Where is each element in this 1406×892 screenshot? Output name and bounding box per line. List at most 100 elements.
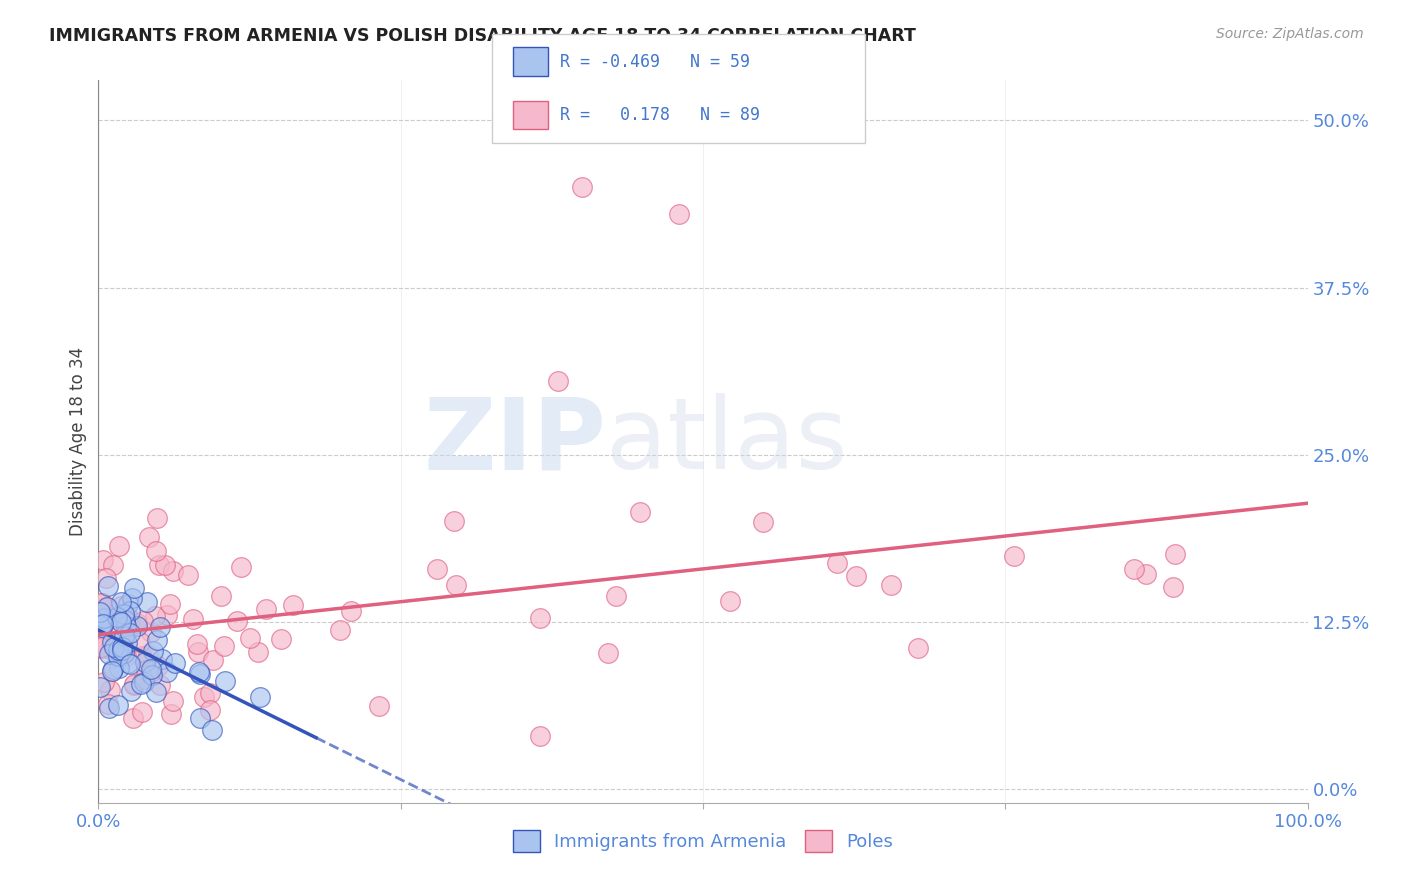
Point [129,677,152,691]
Text: atlas: atlas [606,393,848,490]
Point [162,694,184,708]
Point [96,599,118,614]
Point [132,675,155,690]
Point [596,646,619,660]
Point [156,665,179,679]
Point [103,558,125,572]
Point [90,620,112,634]
Point [131,649,153,664]
Point [97,698,120,712]
Point [138,648,160,663]
Point [181,612,204,626]
Point [107,698,129,712]
Point [160,706,183,721]
Point [107,648,129,663]
Point [107,611,129,625]
Point [120,684,142,698]
Point [132,672,155,686]
Point [91,553,114,567]
Point [1161,580,1184,594]
Point [145,510,167,524]
Point [198,686,221,700]
Point [201,723,224,737]
Point [134,655,156,669]
Point [209,589,232,603]
Point [118,616,141,631]
Point [122,677,145,691]
Point [96,599,118,614]
Point [112,646,135,660]
Point [329,624,352,638]
Point [186,637,208,651]
Point [188,711,211,725]
Point [129,635,152,649]
Point [139,662,162,676]
Point [100,635,122,649]
Point [845,569,868,583]
Point [1004,549,1026,564]
Point [270,632,292,646]
Point [127,615,149,630]
Point [165,656,187,670]
Point [105,635,128,649]
Point [117,597,139,611]
Point [110,615,132,629]
Point [96,571,118,585]
Point [444,578,467,592]
Point [110,599,132,613]
Point [571,180,593,194]
Point [156,607,179,622]
Point [139,625,162,640]
Point [111,640,134,654]
Point [628,505,651,519]
Point [547,375,569,389]
Point [93,611,115,625]
Point [340,604,363,618]
Point [281,598,304,612]
Point [105,609,128,624]
Point [249,690,271,704]
Point [124,581,146,595]
Point [138,529,160,543]
Point [91,596,114,610]
Point [118,615,141,630]
Point [111,643,134,657]
Point [605,589,627,603]
Point [101,665,124,679]
Point [1123,561,1146,575]
Point [443,514,465,528]
Point [122,678,145,692]
Point [115,648,138,663]
Point [108,626,131,640]
Point [93,635,115,649]
Point [187,665,209,679]
Point [141,664,163,678]
Point [368,698,391,713]
Point [90,612,112,626]
Point [121,591,143,605]
Point [97,579,120,593]
Point [907,641,929,656]
Legend: Immigrants from Armenia, Poles: Immigrants from Armenia, Poles [506,822,900,859]
Point [529,729,551,743]
Text: ZIP: ZIP [423,393,606,490]
Point [239,631,262,645]
Point [98,642,121,657]
Point [149,678,172,692]
Point [668,207,690,221]
Point [118,626,141,640]
Point [187,645,209,659]
Point [718,594,741,608]
Point [114,613,136,627]
Point [118,657,141,672]
Point [90,640,112,654]
Point [108,539,131,553]
Point [142,644,165,658]
Text: IMMIGRANTS FROM ARMENIA VS POLISH DISABILITY AGE 18 TO 34 CORRELATION CHART: IMMIGRANTS FROM ARMENIA VS POLISH DISABI… [49,27,917,45]
Point [118,604,141,618]
Text: Source: ZipAtlas.com: Source: ZipAtlas.com [1216,27,1364,41]
Point [155,558,177,573]
Point [101,665,124,679]
Point [162,564,184,578]
Point [752,515,775,529]
